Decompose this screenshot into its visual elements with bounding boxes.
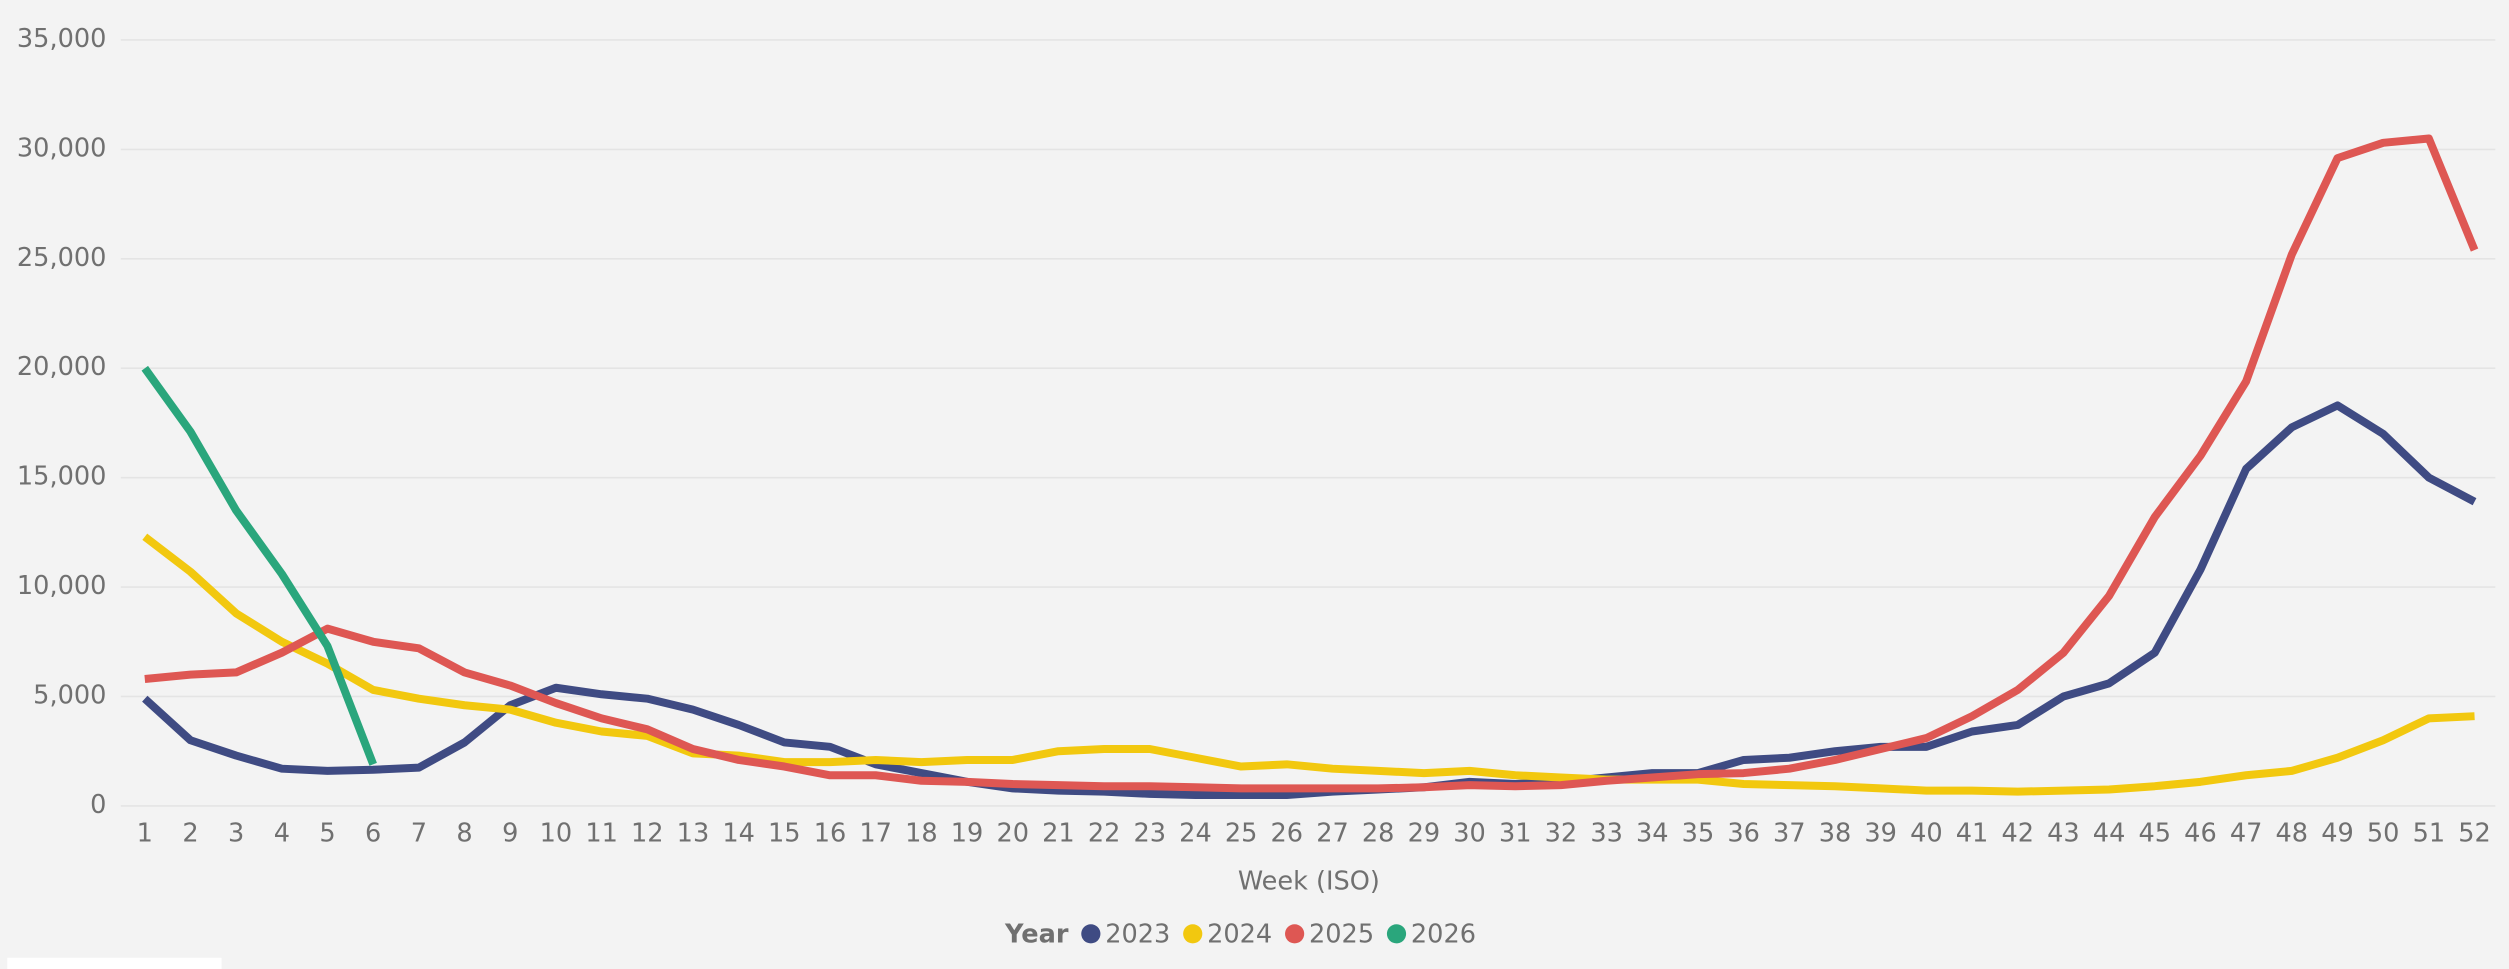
legend-title: Year: [1004, 919, 1069, 949]
x-tick-label: 32: [1545, 819, 1578, 849]
x-tick-label: 19: [951, 819, 984, 849]
x-tick-label: 41: [1956, 819, 1989, 849]
y-tick-label: 10,000: [17, 571, 107, 601]
legend-label: 2025: [1309, 919, 1374, 949]
x-tick-label: 52: [2458, 819, 2491, 849]
x-tick-label: 5: [319, 819, 335, 849]
legend-marker: [1285, 924, 1305, 944]
x-tick-label: 28: [1362, 819, 1395, 849]
x-axis-label: Week (ISO): [1238, 867, 1380, 897]
x-tick-label: 13: [677, 819, 710, 849]
x-tick-label: 45: [2138, 819, 2171, 849]
x-tick-label: 21: [1042, 819, 1075, 849]
x-tick-label: 22: [1088, 819, 1121, 849]
x-tick-label: 38: [1819, 819, 1852, 849]
x-tick-label: 36: [1727, 819, 1760, 849]
x-tick-label: 23: [1133, 819, 1166, 849]
x-tick-label: 48: [2276, 819, 2309, 849]
x-tick-label: 33: [1590, 819, 1623, 849]
x-tick-label: 25: [1225, 819, 1258, 849]
y-tick-label: 35,000: [17, 24, 107, 54]
legend-marker: [1183, 924, 1203, 944]
x-tick-label: 46: [2184, 819, 2217, 849]
series-line: [144, 134, 2479, 793]
x-tick-label: 49: [2321, 819, 2354, 849]
x-tick-label: 3: [228, 819, 244, 849]
x-tick-label: 29: [1408, 819, 1441, 849]
x-tick-label: 8: [456, 819, 472, 849]
x-tick-label: 34: [1636, 819, 1669, 849]
series-line: [142, 533, 2475, 796]
y-tick-label: 0: [90, 790, 106, 820]
x-tick-label: 4: [274, 819, 290, 849]
x-tick-label: 50: [2367, 819, 2400, 849]
x-tick-label: 44: [2093, 819, 2126, 849]
x-tick-label: 27: [1316, 819, 1349, 849]
x-tick-label: 42: [2001, 819, 2034, 849]
x-tick-label: 6: [365, 819, 381, 849]
x-tick-label: 37: [1773, 819, 1806, 849]
legend-label: 2023: [1105, 919, 1170, 949]
logo-area: [7, 957, 222, 969]
x-tick-label: 14: [722, 819, 755, 849]
x-tick-label: 43: [2047, 819, 2080, 849]
x-tick-label: 11: [585, 819, 618, 849]
x-tick-label: 40: [1910, 819, 1943, 849]
x-tick-label: 2: [182, 819, 198, 849]
x-tick-label: 39: [1864, 819, 1897, 849]
x-tick-label: 7: [411, 819, 427, 849]
x-tick-label: 17: [859, 819, 892, 849]
legend-marker: [1081, 924, 1101, 944]
x-tick-label: 12: [631, 819, 664, 849]
x-tick-label: 9: [502, 819, 518, 849]
y-tick-label: 5,000: [33, 680, 106, 710]
x-tick-label: 16: [814, 819, 847, 849]
legend-marker: [1386, 924, 1407, 944]
y-tick-label: 25,000: [17, 243, 107, 273]
x-tick-label: 31: [1499, 819, 1532, 849]
x-tick-label: 1: [137, 819, 153, 849]
x-tick-label: 51: [2413, 819, 2446, 849]
legend-label: 2024: [1207, 919, 1272, 949]
x-tick-label: 10: [540, 819, 573, 849]
legend-label: 2026: [1411, 919, 1476, 949]
x-tick-label: 20: [996, 819, 1029, 849]
x-tick-label: 26: [1271, 819, 1304, 849]
x-tick-label: 18: [905, 819, 938, 849]
y-tick-label: 30,000: [17, 133, 107, 163]
y-tick-label: 15,000: [17, 462, 107, 492]
y-tick-label: 20,000: [17, 352, 107, 382]
series-line: [141, 365, 377, 766]
x-tick-label: 15: [768, 819, 801, 849]
x-tick-label: 30: [1453, 819, 1486, 849]
x-tick-label: 24: [1179, 819, 1212, 849]
x-tick-label: 35: [1682, 819, 1715, 849]
x-tick-label: 47: [2230, 819, 2263, 849]
